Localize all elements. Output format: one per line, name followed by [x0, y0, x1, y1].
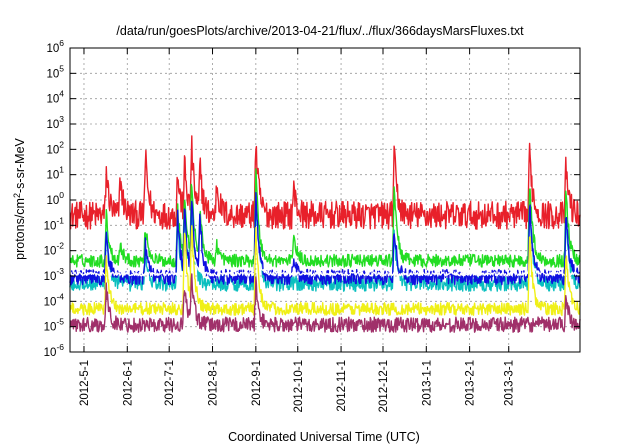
- y-tick-label: 10-6: [44, 342, 65, 359]
- y-tick-label: 100: [46, 190, 64, 207]
- series-group: [69, 135, 581, 333]
- y-tick-label: 10-5: [44, 317, 65, 334]
- y-tick-base: 10: [46, 94, 59, 106]
- x-tick-label: 2012-10-1: [293, 360, 305, 412]
- x-tick-label: 2013-3-1: [504, 360, 516, 406]
- y-tick-exp: -1: [56, 215, 64, 225]
- x-tick-label: 2012-12-1: [378, 360, 390, 412]
- y-tick-exp: 4: [59, 89, 64, 99]
- series-white: [69, 233, 581, 277]
- y-tick-base: 10: [46, 43, 59, 55]
- y-axis-label-rest: -s-sr-MeV: [13, 137, 27, 193]
- x-tick-label: 2012-11-1: [336, 360, 348, 412]
- x-tick-label: 2012-7-1: [164, 360, 176, 406]
- y-tick-base: 10: [46, 119, 59, 131]
- series-red: [69, 135, 581, 230]
- y-tick-exp: -2: [56, 241, 64, 251]
- y-axis-label: protons/cm2-s-sr-MeV: [12, 137, 27, 259]
- y-tick-label: 104: [46, 89, 64, 106]
- y-tick-base: 10: [44, 296, 57, 308]
- chart-title: /data/run/goesPlots/archive/2013-04-21/f…: [116, 24, 524, 38]
- series-purple: [69, 273, 581, 333]
- y-tick-base: 10: [46, 144, 59, 156]
- y-axis: 10-610-510-410-310-210-11001011021031041…: [44, 38, 580, 359]
- y-tick-exp: 6: [59, 38, 64, 48]
- y-axis-label-base: protons/cm: [13, 198, 27, 260]
- x-tick-label: 2012-9-1: [251, 360, 263, 406]
- x-tick-label: 2012-6-1: [122, 360, 134, 406]
- grid: [70, 48, 580, 352]
- y-tick-base: 10: [44, 347, 57, 359]
- y-tick-exp: 3: [59, 114, 64, 124]
- y-tick-exp: -3: [56, 266, 64, 276]
- y-tick-label: 102: [46, 139, 64, 156]
- y-tick-base: 10: [44, 322, 57, 334]
- y-tick-exp: 0: [59, 190, 64, 200]
- y-tick-base: 10: [44, 220, 57, 232]
- x-axis: 2012-5-1 2012-6-1 2012-7-1 2012-8-1 2012-9-1…: [79, 48, 516, 412]
- x-axis-label: Coordinated Universal Time (UTC): [228, 430, 420, 444]
- x-tick-label: 2013-1-1: [421, 360, 433, 406]
- y-tick-base: 10: [46, 170, 59, 182]
- y-tick-exp: -6: [56, 342, 64, 352]
- y-tick-base: 10: [44, 246, 57, 258]
- y-tick-exp: 1: [59, 165, 64, 175]
- y-tick-label: 10-2: [44, 241, 65, 258]
- series-blue: [69, 191, 581, 286]
- y-axis-label-sup: 2: [12, 193, 22, 198]
- x-tick-label: 2013-2-1: [465, 360, 477, 406]
- y-tick-label: 103: [46, 114, 64, 131]
- x-tick-label: 2012-8-1: [208, 360, 220, 406]
- y-tick-label: 10-1: [44, 215, 65, 232]
- x-tick-label: 2012-5-1: [79, 360, 91, 406]
- y-tick-label: 105: [46, 63, 64, 80]
- series-yellow: [69, 225, 581, 316]
- y-tick-label: 10-3: [44, 266, 65, 283]
- y-tick-label: 101: [46, 165, 64, 182]
- y-tick-base: 10: [46, 195, 59, 207]
- y-tick-exp: 5: [59, 63, 64, 73]
- y-tick-exp: -5: [56, 317, 64, 327]
- y-tick-base: 10: [46, 68, 59, 80]
- y-tick-exp: 2: [59, 139, 64, 149]
- y-tick-label: 106: [46, 38, 64, 55]
- series-green: [69, 168, 581, 268]
- y-tick-label: 10-4: [44, 291, 65, 308]
- y-tick-base: 10: [44, 271, 57, 283]
- y-tick-exp: -4: [56, 291, 64, 301]
